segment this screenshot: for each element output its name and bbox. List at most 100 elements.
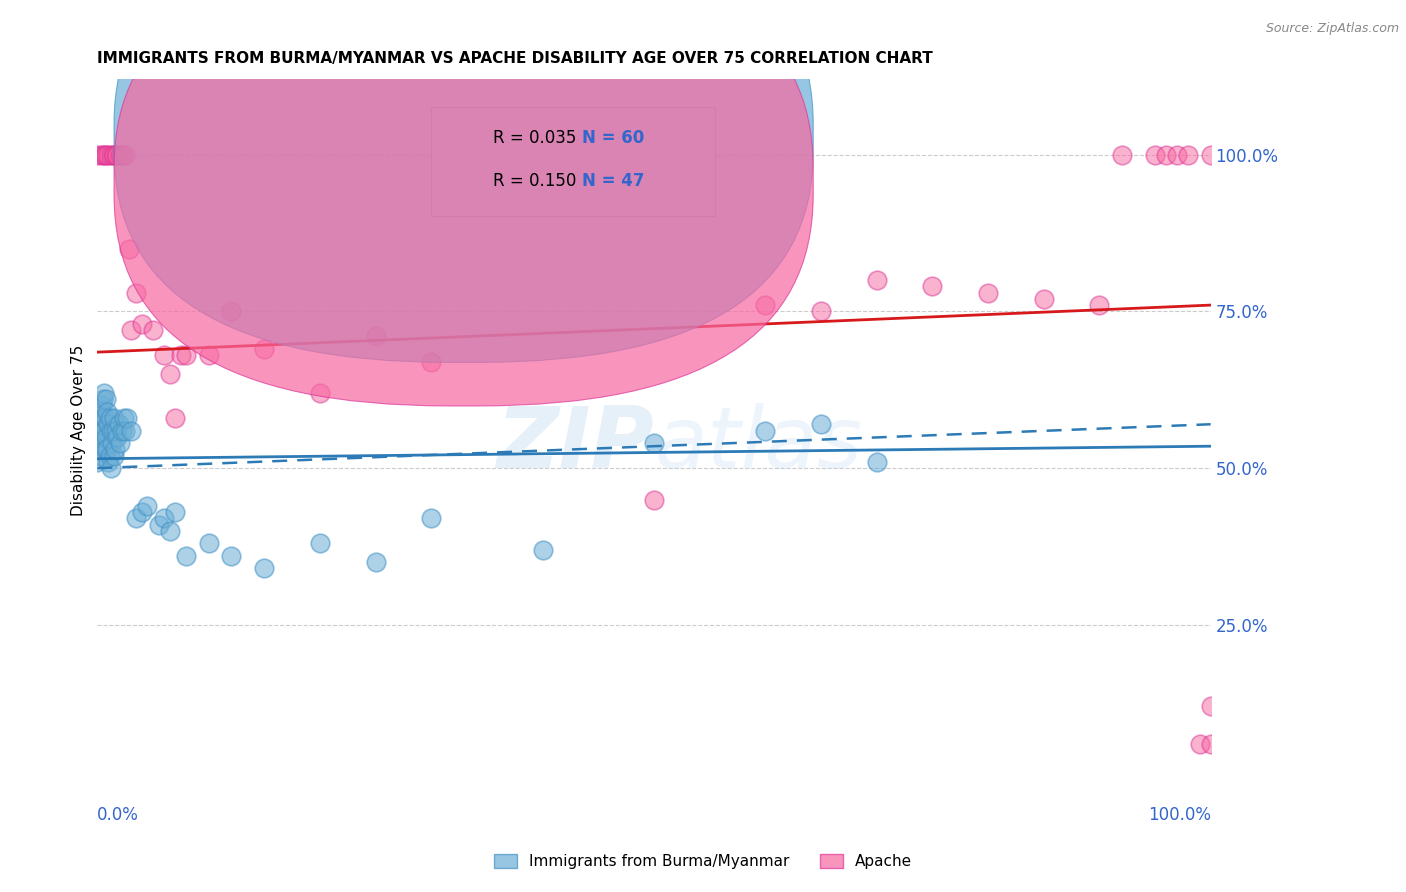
Point	[108, 436, 131, 450]
Point	[86, 455, 108, 469]
Point	[94, 147, 117, 161]
Point	[105, 424, 128, 438]
Point	[105, 430, 128, 444]
Point	[364, 329, 387, 343]
Point	[100, 424, 122, 438]
Point	[101, 147, 124, 161]
Point	[94, 411, 117, 425]
Point	[103, 411, 125, 425]
Point	[309, 536, 332, 550]
Point	[1188, 737, 1211, 751]
Point	[96, 442, 118, 457]
Point	[96, 392, 118, 407]
Point	[136, 499, 159, 513]
Point	[103, 449, 125, 463]
Point	[101, 424, 124, 438]
Point	[1199, 737, 1222, 751]
Point	[420, 511, 443, 525]
Text: N = 60: N = 60	[582, 128, 644, 146]
Point	[420, 354, 443, 368]
Point	[93, 385, 115, 400]
Point	[153, 348, 176, 362]
Point	[219, 549, 242, 563]
Point	[176, 549, 198, 563]
Point	[253, 342, 276, 356]
Point	[105, 147, 128, 161]
Point	[754, 298, 776, 312]
Point	[86, 442, 108, 457]
Point	[87, 436, 110, 450]
Point	[165, 411, 187, 425]
Point	[142, 323, 165, 337]
FancyBboxPatch shape	[432, 107, 716, 216]
Point	[89, 411, 111, 425]
Point	[131, 317, 153, 331]
Point	[107, 417, 129, 432]
Point	[643, 492, 665, 507]
Point	[86, 147, 108, 161]
Point	[98, 411, 121, 425]
Point	[120, 424, 142, 438]
Text: N = 47: N = 47	[582, 172, 644, 190]
Point	[97, 455, 120, 469]
FancyBboxPatch shape	[114, 0, 813, 362]
Point	[111, 424, 134, 438]
Point	[96, 430, 118, 444]
Point	[114, 424, 136, 438]
Point	[643, 436, 665, 450]
Point	[89, 449, 111, 463]
Text: R = 0.035: R = 0.035	[492, 128, 576, 146]
Point	[104, 442, 127, 457]
Point	[105, 147, 128, 161]
Point	[97, 417, 120, 432]
Legend: Immigrants from Burma/Myanmar, Apache: Immigrants from Burma/Myanmar, Apache	[488, 848, 918, 875]
Text: ZIP: ZIP	[496, 403, 654, 486]
Point	[100, 461, 122, 475]
Point	[921, 279, 943, 293]
Point	[197, 348, 219, 362]
Point	[91, 392, 114, 407]
Point	[866, 273, 889, 287]
Point	[90, 147, 112, 161]
Point	[1199, 147, 1222, 161]
Point	[108, 147, 131, 161]
Text: atlas: atlas	[654, 403, 862, 486]
Point	[159, 367, 181, 381]
Point	[90, 399, 112, 413]
Point	[1111, 147, 1133, 161]
Point	[117, 242, 139, 256]
Point	[197, 536, 219, 550]
Point	[96, 405, 118, 419]
Text: R = 0.150: R = 0.150	[492, 172, 576, 190]
Point	[114, 147, 136, 161]
Point	[219, 304, 242, 318]
Point	[90, 417, 112, 432]
Point	[1199, 699, 1222, 714]
Point	[159, 524, 181, 538]
Point	[91, 436, 114, 450]
Point	[87, 424, 110, 438]
Point	[810, 304, 832, 318]
Point	[125, 511, 148, 525]
Point	[90, 405, 112, 419]
Point	[1088, 298, 1111, 312]
Point	[98, 449, 121, 463]
Text: 100.0%: 100.0%	[1147, 806, 1211, 824]
Point	[112, 411, 135, 425]
Point	[131, 505, 153, 519]
Point	[100, 147, 122, 161]
Point	[165, 505, 187, 519]
Point	[117, 411, 139, 425]
Point	[94, 442, 117, 457]
Point	[93, 424, 115, 438]
Y-axis label: Disability Age Over 75: Disability Age Over 75	[72, 345, 86, 516]
Point	[111, 147, 134, 161]
Point	[153, 511, 176, 525]
Point	[1032, 292, 1054, 306]
Point	[101, 436, 124, 450]
Point	[103, 147, 125, 161]
Point	[253, 561, 276, 575]
Text: 0.0%: 0.0%	[97, 806, 139, 824]
Point	[810, 417, 832, 432]
Point	[531, 542, 554, 557]
